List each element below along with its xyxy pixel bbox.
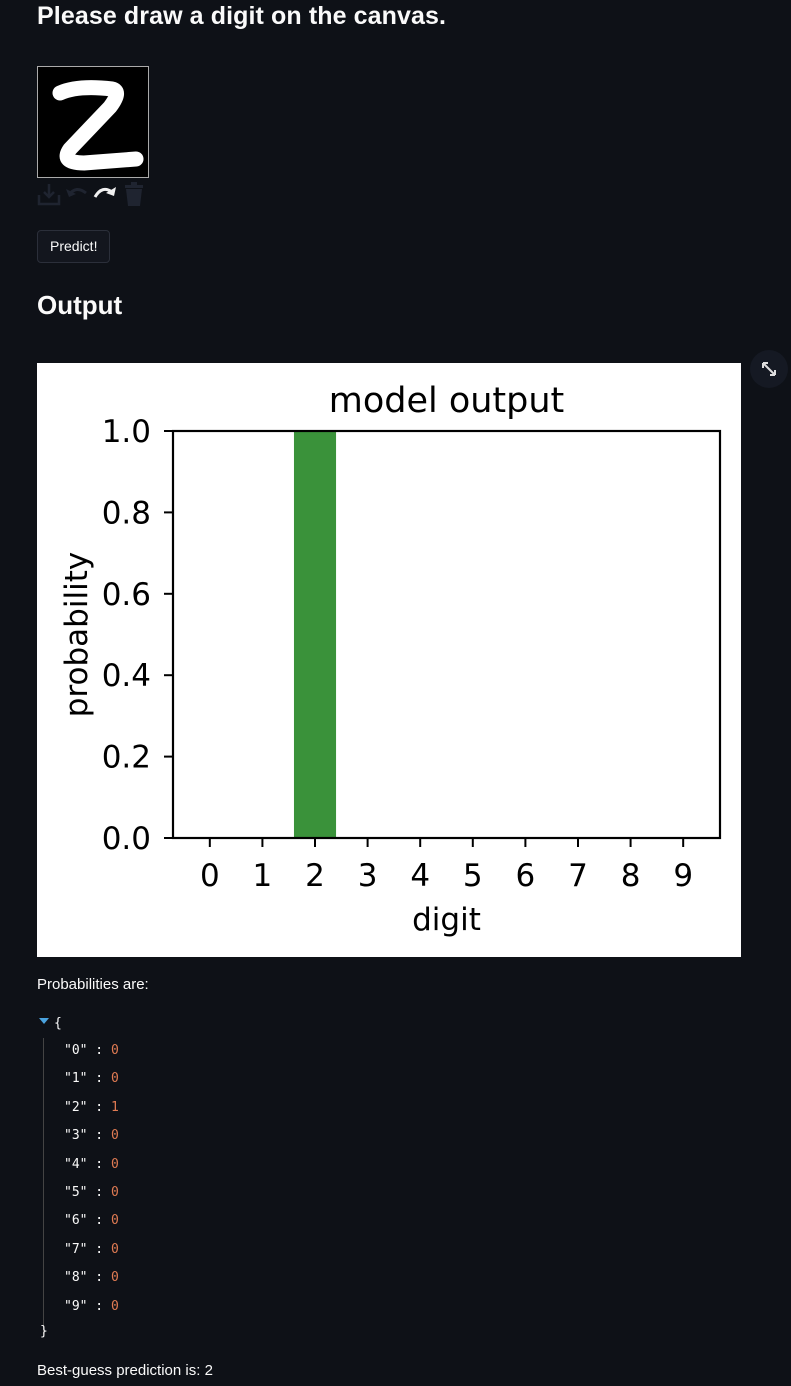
json-key: "7" xyxy=(64,1241,88,1257)
json-row: "3" : 0 xyxy=(64,1126,119,1146)
json-colon: : xyxy=(87,1099,111,1115)
json-colon: : xyxy=(87,1043,111,1058)
y-tick-label: 0.8 xyxy=(102,495,151,531)
json-key: "6" xyxy=(64,1213,88,1229)
x-tick-label: 9 xyxy=(673,858,693,894)
y-tick-label: 0.4 xyxy=(102,658,151,694)
json-key: "4" xyxy=(64,1156,88,1172)
json-value: 0 xyxy=(110,1043,119,1058)
json-key: "2" xyxy=(64,1099,88,1115)
output-heading: Output xyxy=(37,290,123,320)
json-colon: : xyxy=(87,1156,111,1172)
prediction-text: Best-guess prediction is: 2 xyxy=(37,1362,213,1379)
x-tick-label: 0 xyxy=(200,858,220,894)
y-tick-label: 0.0 xyxy=(102,821,151,857)
json-colon: : xyxy=(87,1128,111,1144)
x-tick-label: 5 xyxy=(463,858,483,894)
json-row: "5" : 0 xyxy=(64,1183,119,1203)
y-tick-label: 1.0 xyxy=(102,414,151,450)
probabilities-label: Probabilities are: xyxy=(37,976,149,993)
undo-icon[interactable] xyxy=(64,181,90,207)
json-colon: : xyxy=(87,1270,111,1286)
json-value: 0 xyxy=(110,1270,119,1286)
json-open-brace: { xyxy=(54,1016,62,1031)
plot-frame xyxy=(171,429,722,840)
json-value: 0 xyxy=(110,1128,119,1144)
download-icon[interactable] xyxy=(36,181,62,207)
json-colon: : xyxy=(87,1298,111,1314)
json-row: "2" : 1 xyxy=(64,1098,119,1118)
json-value: 0 xyxy=(110,1241,119,1257)
bar-chart-svg: model output 0.0 0.2 0.4 0.6 0.8 1.0 0 1 2 3 4 5 6 7 8 9… xyxy=(59,381,722,938)
x-tick-label: 6 xyxy=(516,858,536,894)
json-value: 0 xyxy=(110,1185,119,1200)
json-colon: : xyxy=(87,1185,111,1200)
json-value: 0 xyxy=(110,1071,119,1087)
json-colon: : xyxy=(87,1071,111,1087)
y-tick-label: 0.2 xyxy=(102,740,151,776)
drawing-canvas[interactable] xyxy=(37,66,149,178)
chart-title: model output xyxy=(329,381,565,421)
x-tick-label: 8 xyxy=(621,858,641,894)
bar-2 xyxy=(293,431,337,838)
x-axis-label: digit xyxy=(412,902,481,938)
json-value: 0 xyxy=(110,1156,119,1172)
json-row: "0" : 0 xyxy=(64,1041,119,1061)
json-value: 0 xyxy=(110,1298,119,1314)
json-row: "1" : 0 xyxy=(64,1069,119,1089)
trash-icon[interactable] xyxy=(122,181,146,207)
json-key: "9" xyxy=(64,1298,88,1314)
y-axis-label: probability xyxy=(59,552,95,717)
x-tick-label: 3 xyxy=(358,858,378,894)
json-row: "9" : 0 xyxy=(64,1297,119,1317)
collapse-caret-icon[interactable] xyxy=(39,1018,49,1024)
expand-icon xyxy=(762,362,776,376)
json-key: "3" xyxy=(64,1128,88,1144)
json-key: "0" xyxy=(64,1043,88,1058)
json-value: 0 xyxy=(110,1213,119,1229)
json-row: "4" : 0 xyxy=(64,1155,119,1175)
predict-button[interactable]: Predict! xyxy=(37,230,111,263)
drawn-digit-stroke xyxy=(52,80,144,171)
x-tick-label: 2 xyxy=(305,858,325,894)
json-key: "5" xyxy=(64,1185,88,1200)
json-colon: : xyxy=(87,1213,111,1229)
model-output-chart: model output 0.0 0.2 0.4 0.6 0.8 1.0 0 1 2 3 4 5 6 7 8 9… xyxy=(37,363,741,957)
fullscreen-button[interactable] xyxy=(750,350,788,388)
json-row: "6" : 0 xyxy=(64,1211,119,1231)
json-value: 1 xyxy=(110,1099,119,1115)
json-colon: : xyxy=(87,1241,111,1257)
x-tick-label: 4 xyxy=(410,858,430,894)
y-tick-label: 0.6 xyxy=(102,577,151,613)
json-row: "8" : 0 xyxy=(64,1268,119,1288)
page-title: Please draw a digit on the canvas. xyxy=(37,2,447,30)
json-close-brace: } xyxy=(40,1324,48,1339)
redo-icon[interactable] xyxy=(92,181,118,207)
json-row: "7" : 0 xyxy=(64,1240,119,1260)
x-tick-label: 7 xyxy=(568,858,588,894)
json-key: "1" xyxy=(64,1071,88,1087)
json-key: "8" xyxy=(64,1270,88,1286)
json-indent-guide xyxy=(43,1038,44,1334)
x-tick-label: 1 xyxy=(253,858,273,894)
